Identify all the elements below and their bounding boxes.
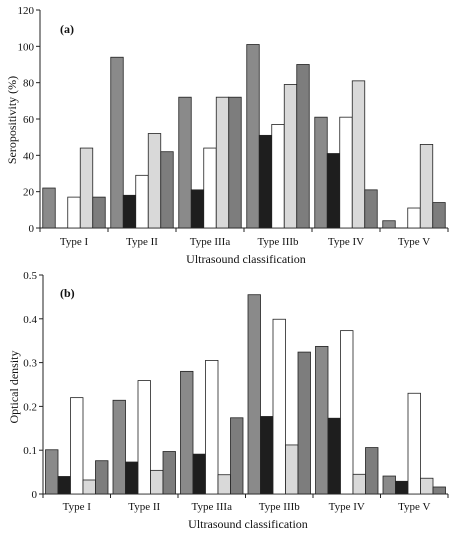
chart-panel-a: (a) Seropositivity (%) Ultrasound classi… <box>5 5 449 266</box>
panel-b-bar <box>205 360 219 495</box>
panel-b-bar <box>285 444 299 495</box>
panel-a-y-tick-label: 0 <box>29 223 35 235</box>
panel-b-bar <box>315 345 329 495</box>
panel-a-bar <box>364 189 378 229</box>
panel-b-bar <box>180 370 194 495</box>
panel-b-bar <box>340 330 354 495</box>
panel-b-x-tick-label: Type IIIb <box>259 501 301 513</box>
panel-a-bar <box>228 96 242 229</box>
panel-b-y-tick-label: 0.3 <box>23 358 37 370</box>
panel-a-bar <box>296 64 310 229</box>
panel-b-x-tick-label: Type II <box>128 501 160 513</box>
panel-b-bar <box>70 397 84 495</box>
panel-b-x-axis-label: Ultrasound classification <box>188 517 308 531</box>
panel-b-bar <box>57 476 71 495</box>
panel-a-y-tick-label: 80 <box>23 78 35 90</box>
panel-b-bar <box>192 453 206 495</box>
panel-a-y-tick-label: 40 <box>23 150 35 162</box>
panel-a-bar <box>178 96 192 229</box>
panel-b-y-axis-label: Optical density <box>7 351 21 424</box>
panel-b-bar <box>432 486 446 495</box>
panel-a-bar <box>314 116 328 229</box>
panel-a-x-axis-label: Ultrasound classification <box>186 252 306 266</box>
panel-b-bar <box>150 469 164 495</box>
panel-a-bar <box>258 134 273 229</box>
panel-a-bar <box>190 189 205 229</box>
panel-a-bar <box>246 44 260 229</box>
panel-a-bar <box>271 124 285 229</box>
panel-b-x-tick-label: Type IV <box>329 501 365 513</box>
panel-a-y-axis-label: Seropositivity (%) <box>5 76 19 164</box>
panel-b-bar <box>230 417 244 495</box>
panel-b-bar <box>95 460 109 495</box>
panel-b-bar <box>382 475 396 495</box>
panel-b-x-tick-label: Type I <box>63 501 92 513</box>
panel-a-bar <box>339 116 353 229</box>
panel-b-bar <box>112 399 126 495</box>
panel-a-bar <box>215 96 230 229</box>
panel-b-y-tick-label: 0.1 <box>23 445 37 457</box>
panel-b-bar <box>297 351 311 495</box>
panel-a-bar <box>160 151 174 229</box>
panel-a-bar <box>407 207 421 229</box>
panel-a-y-tick-label: 60 <box>23 114 35 126</box>
panel-a-y-tick-label: 100 <box>18 41 35 53</box>
panel-b-y-tick-label: 0 <box>32 489 38 501</box>
panel-b-bar <box>137 380 151 495</box>
panel-b-bar <box>407 392 421 495</box>
panel-b-y-tick-label: 0.4 <box>23 314 37 326</box>
panel-a-x-tick-label: Type II <box>126 236 158 248</box>
panel-b-bar <box>45 449 59 495</box>
panel-a-bar <box>432 202 446 229</box>
panel-a-x-tick-label: Type IIIa <box>190 236 231 248</box>
panel-b-y-tick-label: 0.5 <box>23 270 37 282</box>
panel-b-bar <box>352 473 366 495</box>
panel-a-bar <box>203 147 217 229</box>
chart-panel-b: (b) Optical density Ultrasound classific… <box>7 270 449 531</box>
panel-a-bar <box>351 80 366 229</box>
panel-b-bar <box>125 461 139 495</box>
panel-a-x-tick-label: Type IIIb <box>257 236 299 248</box>
panel-b-y-tick-label: 0.2 <box>23 401 37 413</box>
panel-b-bar <box>365 447 379 495</box>
panel-b-x-tick-label: Type IIIa <box>192 501 233 513</box>
panel-a-bar <box>122 194 137 229</box>
panel-a-bar <box>419 144 434 229</box>
panel-a-bar <box>283 84 298 229</box>
panel-b-bar <box>260 416 274 495</box>
panel-a-bar <box>67 196 81 229</box>
panel-a-bar <box>42 187 56 229</box>
panel-a-x-tick-label: Type V <box>398 236 430 248</box>
panel-b-bar <box>162 451 176 495</box>
panel-b-bar <box>272 318 286 495</box>
panel-b-x-tick-label: Type V <box>398 501 430 513</box>
panel-a-label: (a) <box>60 22 74 36</box>
panel-a-x-tick-label: Type IV <box>328 236 364 248</box>
panel-b-label: (b) <box>60 286 75 300</box>
panel-b-bar <box>395 480 409 495</box>
panel-a-bar <box>147 133 162 229</box>
panel-a-bar <box>382 220 396 229</box>
panel-b-bar <box>217 474 231 495</box>
panel-a-y-tick-label: 120 <box>18 5 35 17</box>
panel-a-x-tick-label: Type I <box>60 236 89 248</box>
panel-a-y-tick-label: 20 <box>23 187 35 199</box>
panel-a-bar <box>326 153 341 229</box>
panel-b-bar <box>82 479 96 495</box>
panel-a-bar <box>135 174 149 229</box>
panel-a-bar <box>110 56 124 229</box>
panel-b-bar <box>420 477 434 495</box>
panel-b-bar <box>327 417 341 495</box>
panel-b-bar <box>247 294 261 495</box>
panel-a-bar <box>92 196 106 229</box>
panel-a-bar <box>79 147 94 229</box>
